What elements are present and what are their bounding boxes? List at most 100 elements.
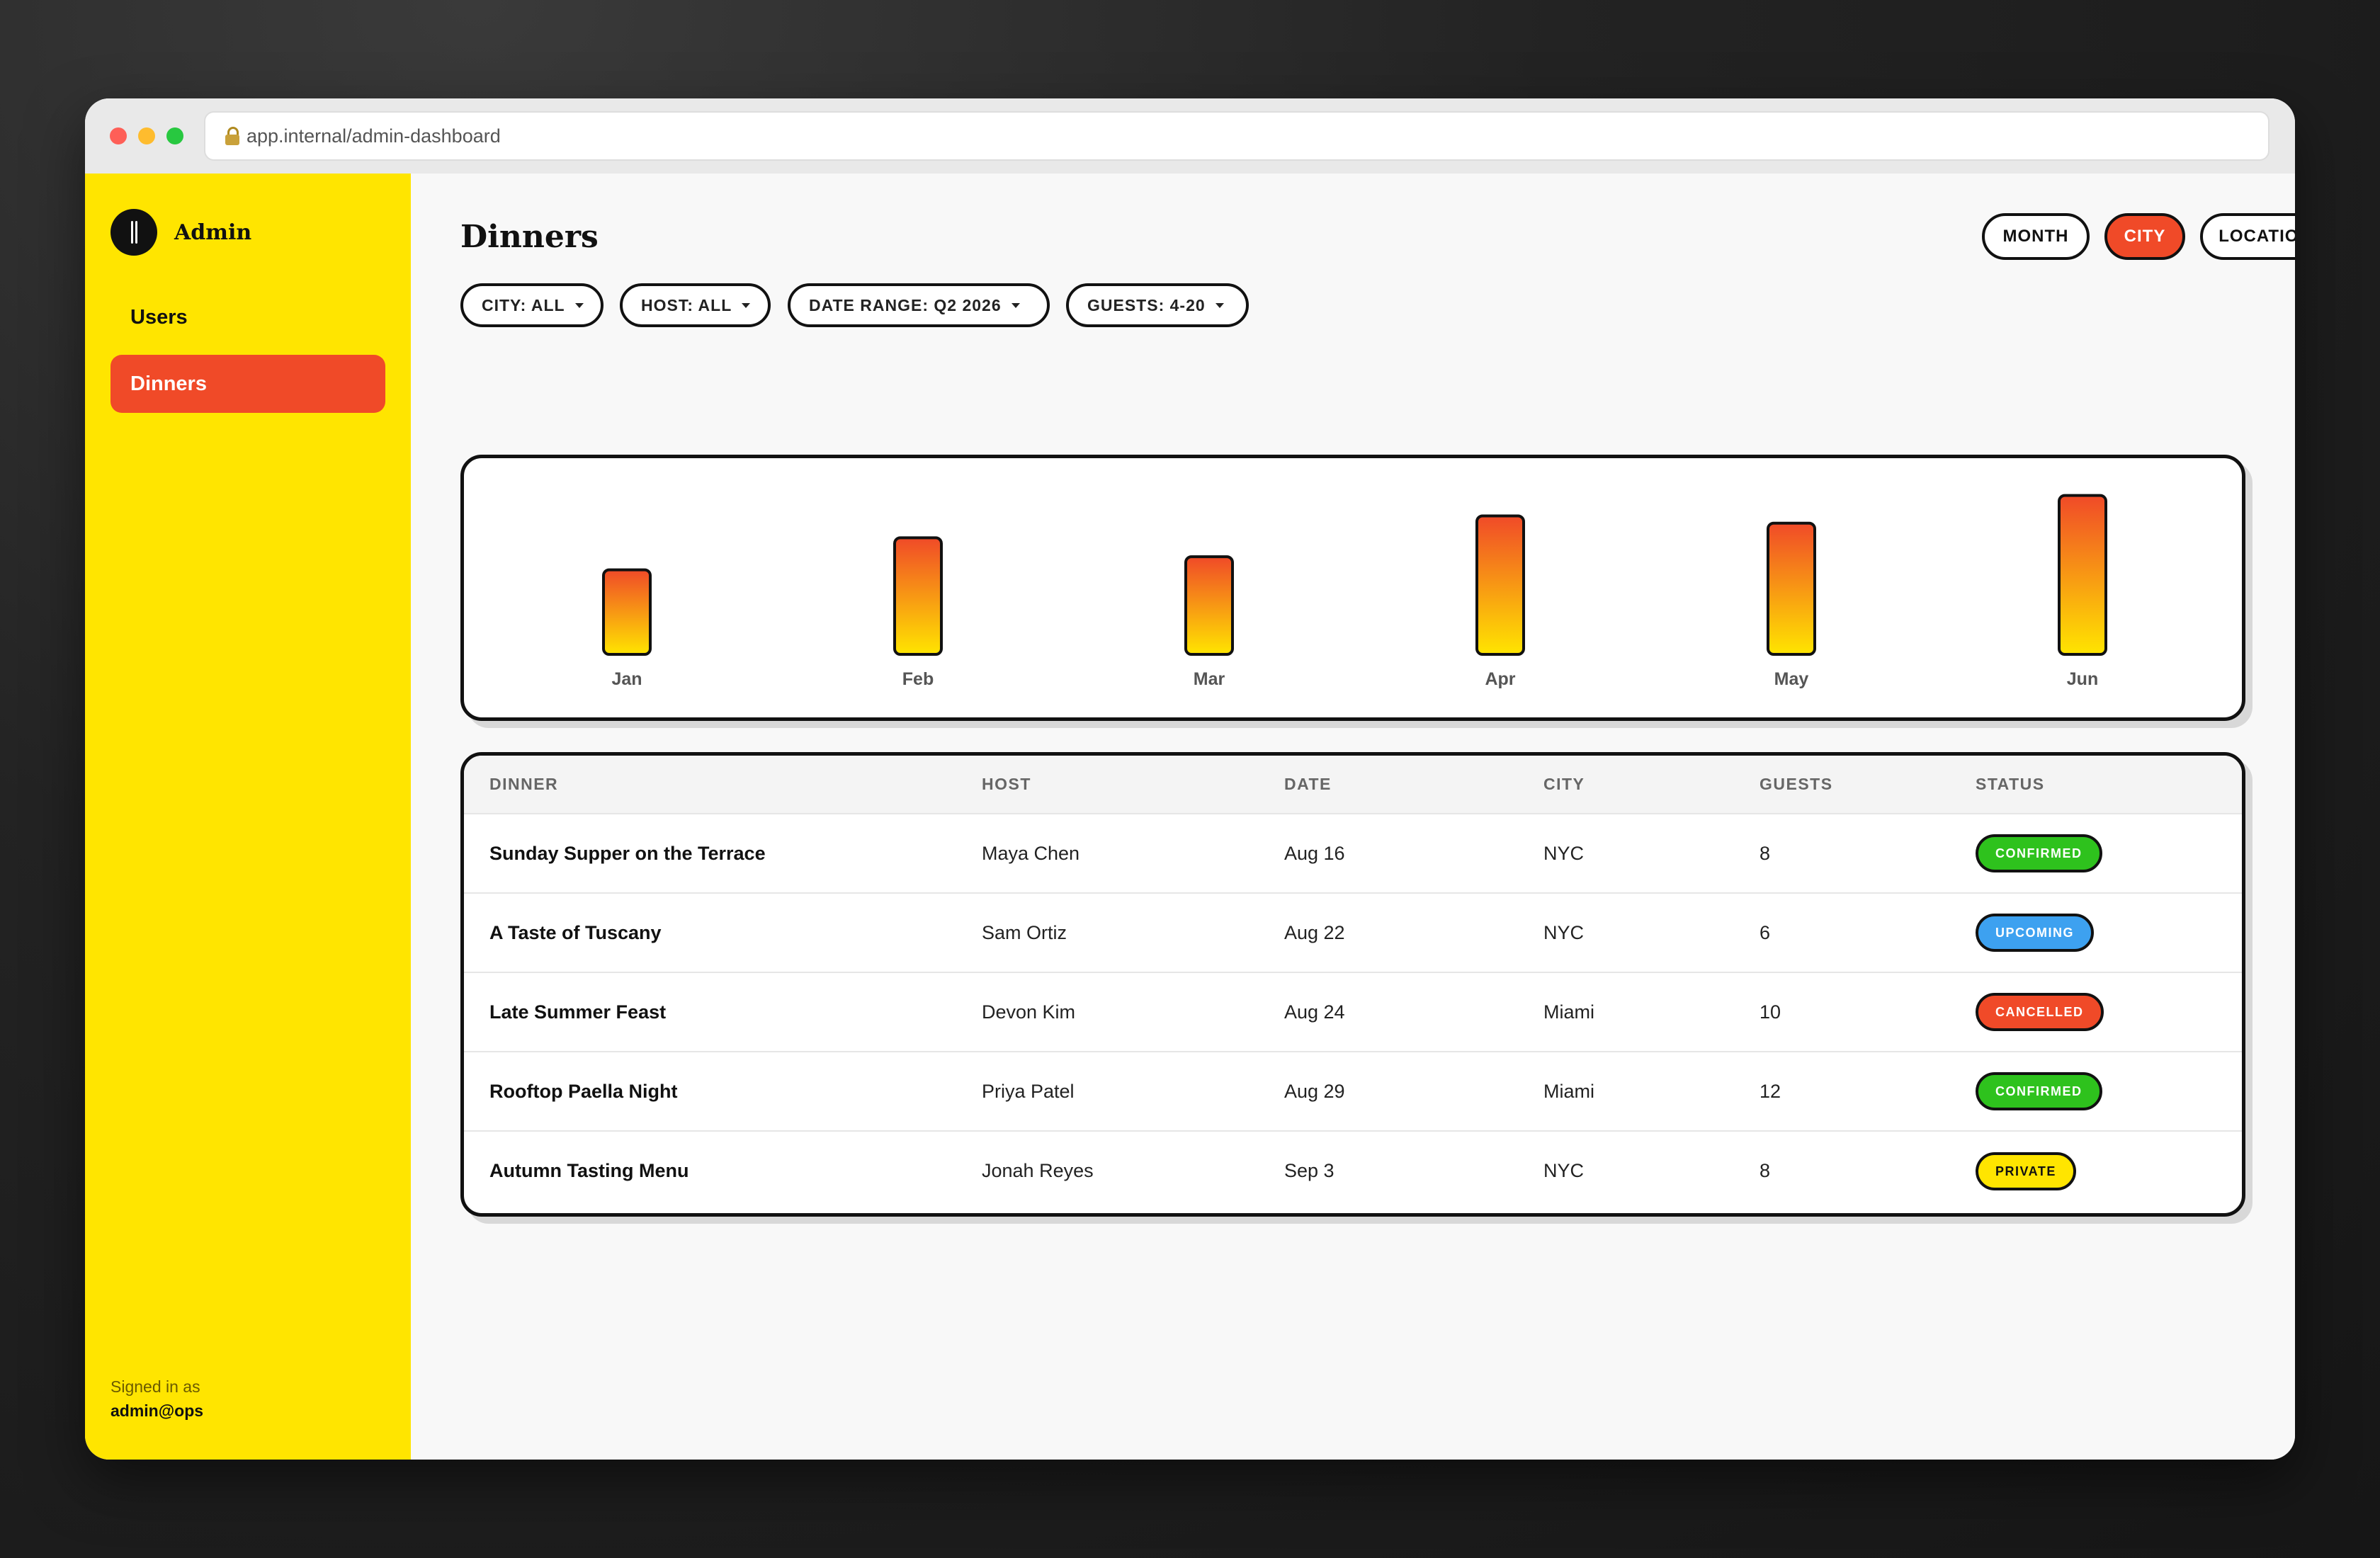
status-badge: PRIVATE [1976,1152,2076,1190]
dinner-name-cell: Rooftop Paella Night [489,1080,678,1102]
date-cell: Aug 22 [1284,921,1345,943]
chart-bar-apr[interactable] [1475,514,1525,656]
chevron-down-icon [1011,302,1020,308]
table-row[interactable]: Rooftop Paella Night Priya Patel Aug 29 Mia… [464,1052,2242,1131]
host-filter[interactable]: HOST: ALL [620,283,771,327]
column-header[interactable]: DINNER [489,775,559,793]
dinner-name-cell: Late Summer Feast [489,1001,667,1023]
signed-in-info: Signed in as admin@ops [110,1375,203,1423]
chart-bar-jan[interactable] [602,568,652,656]
close-window-button[interactable] [110,127,127,144]
guests-cell: 10 [1760,1001,1781,1023]
status-cell: UPCOMING [1976,893,2242,972]
signed-in-user: admin@ops [110,1401,204,1420]
brand[interactable]: Admin [110,209,251,256]
chart-bar-feb[interactable] [893,536,943,656]
column-header[interactable]: HOST [982,775,1031,793]
chart-tick-label: Mar [1194,669,1225,689]
date-cell: Sep 3 [1284,1160,1334,1181]
page-title: Dinners [460,219,599,255]
address-bar[interactable]: app.internal/admin-dashboard [204,111,2270,161]
table-row[interactable]: Autumn Tasting Menu Jonah Reyes Sep 3 NYC 8 P… [464,1131,2242,1210]
lock-icon [225,127,239,145]
browser-chrome: app.internal/admin-dashboard [85,98,2295,174]
date-range-filter[interactable]: DATE RANGE: Q2 2026 [788,283,1050,327]
guests-cell: 6 [1760,921,1771,943]
sidebar: Admin Users Dinners Signed in as admin@o… [85,174,411,1460]
guests-cell: 12 [1760,1080,1781,1102]
chart-tick-label: Jun [2067,669,2098,689]
guests-filter[interactable]: GUESTS: 4-20 [1066,283,1249,327]
cutlery-icon [110,209,157,256]
table-row[interactable]: Sunday Supper on the Terrace Maya Chen Aug… [464,814,2242,893]
group-by-location-button[interactable]: LOCATION [2200,213,2295,260]
dinner-name-cell: Sunday Supper on the Terrace [489,842,766,864]
table-header-row: DINNER HOST DATE CITY GUESTS STATUS [464,756,2242,814]
chevron-down-icon [742,302,751,308]
guests-cell: 8 [1760,842,1771,864]
host-cell: Maya Chen [982,842,1080,864]
column-header[interactable]: GUESTS [1760,775,1833,793]
chart-card: Jan Feb Mar Apr May Jun [460,455,2245,721]
status-cell: CONFIRMED [1976,1052,2242,1131]
status-cell: CANCELLED [1976,972,2242,1052]
address-url: app.internal/admin-dashboard [246,125,501,147]
guests-filter-label: GUESTS: 4-20 [1087,295,1206,314]
column-header[interactable]: DATE [1284,775,1332,793]
date-range-filter-label: DATE RANGE: Q2 2026 [809,295,1002,314]
status-badge: UPCOMING [1976,914,2094,952]
chart-bar-jun[interactable] [2058,494,2107,656]
sidebar-item-label: Dinners [130,372,207,395]
chart-bar-mar[interactable] [1184,555,1234,656]
date-cell: Aug 16 [1284,842,1345,864]
dinner-name-cell: Autumn Tasting Menu [489,1160,689,1181]
group-by-city-button[interactable]: CITY [2104,213,2185,260]
brand-name: Admin [174,220,252,245]
chevron-down-icon [574,302,584,308]
sidebar-item-label: Users [130,305,188,329]
host-cell: Priya Patel [982,1080,1075,1102]
bar-chart: Jan Feb Mar Apr May Jun [602,494,2107,689]
city-filter[interactable]: CITY: ALL [460,283,604,327]
main-content: Dinners MONTH CITY LOCATION CITY: ALL HO… [411,174,2295,1460]
date-cell: Aug 24 [1284,1001,1345,1023]
maximize-window-button[interactable] [166,127,183,144]
sidebar-item-users[interactable]: Users [110,288,385,346]
city-cell: Miami [1543,1001,1594,1023]
column-header[interactable]: CITY [1543,775,1585,793]
table-body: Sunday Supper on the Terrace Maya Chen Aug… [464,814,2242,1210]
chevron-down-icon [1215,302,1224,308]
group-by-month-button[interactable]: MONTH [1982,213,2090,260]
signed-in-label: Signed in as [110,1377,200,1396]
browser-window: app.internal/admin-dashboard Admin Users… [85,98,2295,1460]
chart-bar-may[interactable] [1767,521,1816,656]
table-row[interactable]: A Taste of Tuscany Sam Ortiz Aug 22 NYC 6 UPC… [464,893,2242,972]
host-cell: Jonah Reyes [982,1160,1094,1181]
table-row[interactable]: Late Summer Feast Devon Kim Aug 24 Miami 10 C… [464,972,2242,1052]
status-cell: PRIVATE [1976,1131,2242,1210]
minimize-window-button[interactable] [138,127,155,144]
status-cell: CONFIRMED [1976,814,2242,893]
chart-tick-label: Jan [611,669,642,689]
city-filter-label: CITY: ALL [482,295,565,314]
city-cell: Miami [1543,1080,1594,1102]
chart-tick-label: Apr [1485,669,1515,689]
status-badge: CONFIRMED [1976,834,2102,872]
city-cell: NYC [1543,1160,1585,1181]
host-cell: Sam Ortiz [982,921,1067,943]
host-cell: Devon Kim [982,1001,1076,1023]
chart-tick-label: May [1774,669,1809,689]
date-cell: Aug 29 [1284,1080,1345,1102]
city-cell: NYC [1543,921,1585,943]
sidebar-item-dinners[interactable]: Dinners [110,355,385,413]
city-cell: NYC [1543,842,1585,864]
guests-cell: 8 [1760,1160,1771,1181]
dinners-table-card: DINNER HOST DATE CITY GUESTS STATUS Sunday Su… [460,752,2245,1217]
dinners-table: DINNER HOST DATE CITY GUESTS STATUS Sunday Su… [464,756,2242,1210]
dinner-name-cell: A Taste of Tuscany [489,921,662,943]
status-badge: CANCELLED [1976,993,2104,1031]
status-badge: CONFIRMED [1976,1072,2102,1110]
chart-tick-label: Feb [902,669,934,689]
host-filter-label: HOST: ALL [641,295,732,314]
column-header[interactable]: STATUS [1976,775,2045,793]
